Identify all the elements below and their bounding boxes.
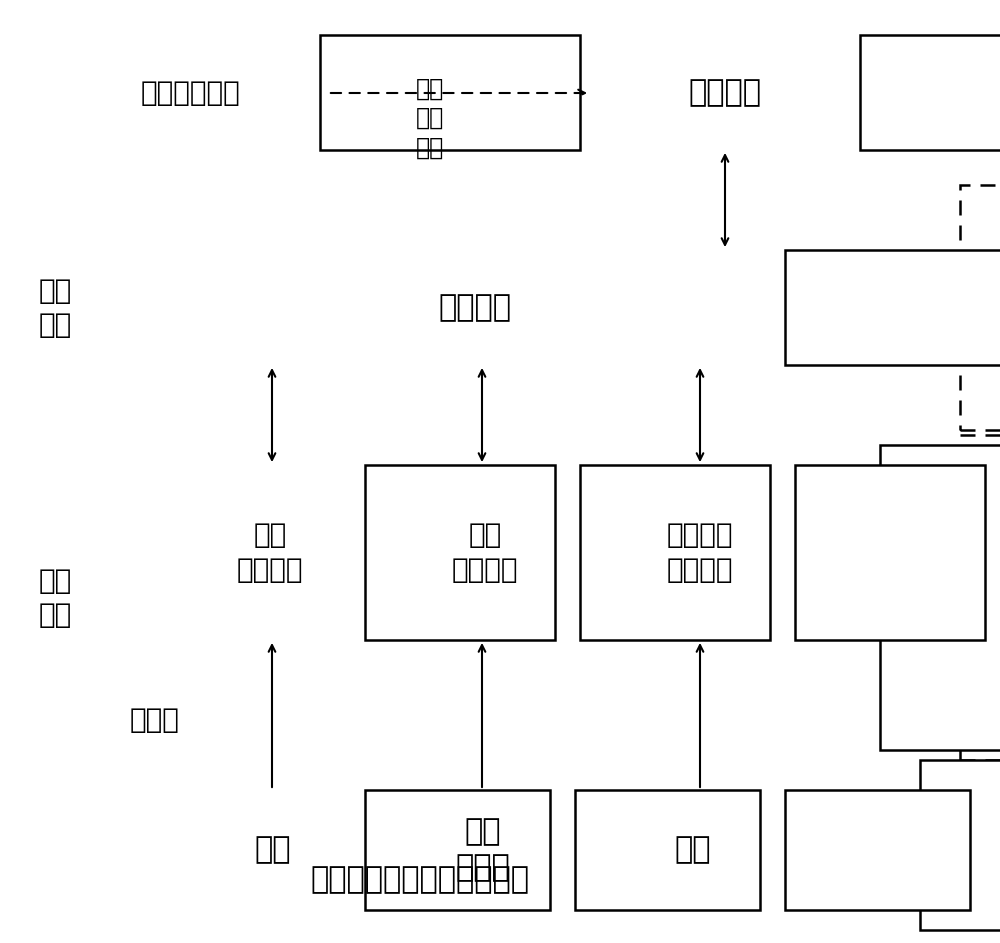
Text: 无线
通信
网络: 无线 通信 网络	[416, 76, 444, 159]
Text: 工作站: 工作站	[130, 706, 180, 734]
Bar	[785, 250, 1000, 365]
Bar	[320, 35, 580, 150]
Bar	[575, 790, 760, 910]
Text: 通信模块: 通信模块	[688, 78, 762, 107]
Text: 照明
监控单元: 照明 监控单元	[237, 521, 303, 584]
Text: 光源: 光源	[254, 835, 291, 865]
Text: 相机: 相机	[674, 835, 711, 865]
Bar	[365, 465, 555, 640]
Text: 报警单元: 报警单元	[438, 293, 512, 322]
Text: 三维
平移台: 三维 平移台	[455, 818, 510, 883]
Text: 监控
模块: 监控 模块	[38, 567, 72, 629]
Bar	[860, 35, 1000, 150]
Bar	[795, 465, 985, 640]
Text: 显微光学切片断层成像系统: 显微光学切片断层成像系统	[310, 866, 530, 895]
Text: 报警
模块: 报警 模块	[38, 276, 72, 339]
Bar	[365, 790, 550, 910]
Text: 人工接收终端: 人工接收终端	[140, 78, 240, 107]
Bar	[960, 435, 1000, 760]
Text: 电流
监控单元: 电流 监控单元	[452, 521, 518, 584]
Bar	[785, 790, 970, 910]
Bar	[580, 465, 770, 640]
Text: 图像存储
监控单元: 图像存储 监控单元	[667, 521, 733, 584]
Bar	[920, 760, 1000, 930]
Bar	[960, 185, 1000, 430]
Bar	[880, 445, 1000, 750]
